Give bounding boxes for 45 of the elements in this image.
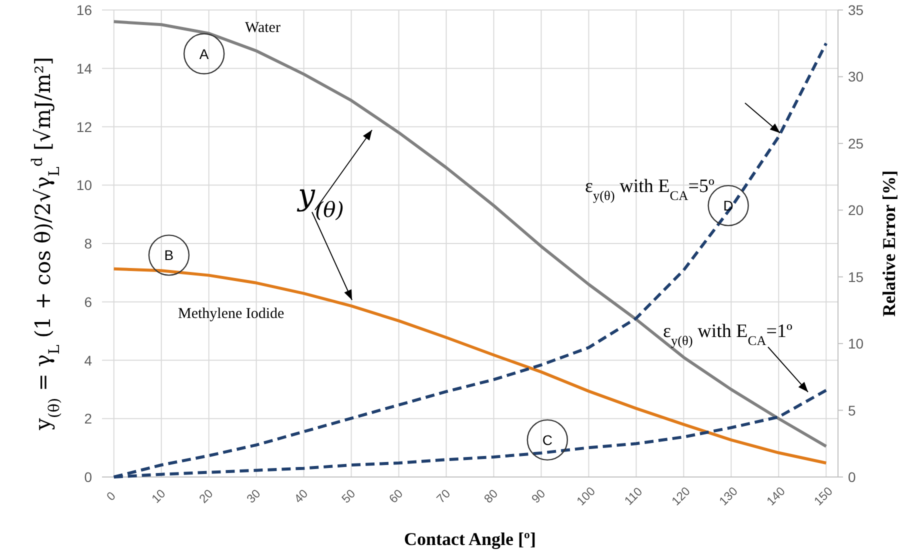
y2-tick-label: 5 xyxy=(848,402,856,418)
x-tick-label: 130 xyxy=(716,484,741,508)
annotation: C xyxy=(542,432,552,448)
x-tick-label: 60 xyxy=(386,486,406,506)
y2-tick-label: 30 xyxy=(848,68,864,85)
line-series xyxy=(112,267,828,464)
y-tick-label: 2 xyxy=(84,410,92,427)
y2-tick-label: 0 xyxy=(848,469,856,485)
x-tick-label: 150 xyxy=(811,484,836,508)
y-tick-label: 10 xyxy=(76,177,92,194)
y-tick-label: 4 xyxy=(84,352,92,368)
x-tick-label: 30 xyxy=(244,486,264,506)
y2-tick-label: 35 xyxy=(848,2,864,18)
y-tick-label: 12 xyxy=(76,118,92,135)
y2-tick-label: 15 xyxy=(848,268,864,285)
series-label: Methylene Iodide xyxy=(178,306,285,322)
x-tick-label: 70 xyxy=(434,486,454,506)
annotation: A xyxy=(199,46,210,62)
x-tick-label: 110 xyxy=(622,484,646,508)
annotation: B xyxy=(164,247,174,264)
y-tick-label: 14 xyxy=(76,60,92,76)
x-tick-label: 100 xyxy=(574,484,598,508)
y-tick-label: 16 xyxy=(76,2,92,18)
x-tick-label: 40 xyxy=(291,486,311,506)
y2-axis-title: Relative Error [%] xyxy=(879,170,899,317)
x-axis-title: Contact Angle [º] xyxy=(404,529,536,549)
annotation: y$_{(θ)}$ xyxy=(296,178,344,222)
y-tick-label: 0 xyxy=(84,469,92,485)
series-label: Water xyxy=(245,20,280,36)
x-tick-label: 80 xyxy=(481,486,501,506)
x-tick-label: 140 xyxy=(764,484,788,508)
text: ε$_{y(θ)}$ with E$_{CA}$=1º xyxy=(663,321,792,348)
x-tick-label: 90 xyxy=(528,486,548,506)
x-tick-label: 20 xyxy=(196,486,216,506)
y2-tick-label: 10 xyxy=(848,336,864,352)
annotation: D xyxy=(723,198,734,214)
x-tick-label: 0 xyxy=(104,488,119,504)
y2-tick-label: 20 xyxy=(848,202,864,218)
series-label: ε$_{y(θ)}$ with E$_{CA}$=5º xyxy=(585,176,714,202)
y-tick-label: 6 xyxy=(84,294,92,310)
y2-tick-label: 25 xyxy=(848,135,864,152)
x-tick-label: 10 xyxy=(148,486,168,506)
y-tick-label: 8 xyxy=(84,236,92,252)
x-tick-label: 50 xyxy=(338,486,358,506)
x-tick-label: 120 xyxy=(668,484,694,508)
